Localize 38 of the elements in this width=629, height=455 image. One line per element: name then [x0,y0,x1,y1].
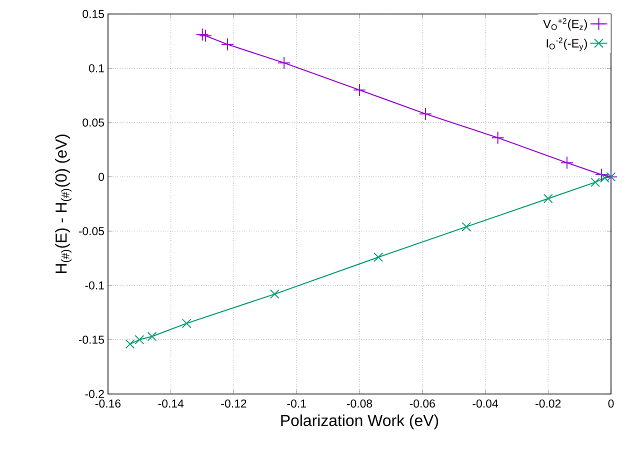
point [462,222,472,232]
y-tick-label: 0.05 [82,118,104,127]
point [270,289,280,299]
y-tick-label: 0.1 [89,64,104,72]
x-tick-label: -0.06 [410,399,435,408]
point [134,334,144,344]
point [196,28,209,42]
point [543,194,553,204]
point [220,38,234,51]
point [182,318,192,328]
y-tick-label: -0.05 [78,227,104,236]
x-tick-label: -0.12 [221,399,246,408]
y-axis-title: H$_{(#)}$(E) - H$_{(#)}$(0) (eV) [55,134,72,274]
y-tick-label: -0.15 [78,336,104,344]
x-axis-title: Polarization Work (eV) [281,414,438,430]
y-tick-label: 0.15 [82,10,104,18]
point [198,29,212,42]
x-tick-label: -0.1 [287,399,306,408]
x-tick-label: -0.04 [472,399,498,408]
point [560,156,574,170]
point [491,131,504,144]
x-tick-label: 0 [608,399,614,408]
x-tick-label: -0.16 [95,399,121,408]
point [147,332,157,342]
x-tick-label: -0.08 [346,399,372,408]
x-tick-label: -0.14 [158,399,184,408]
point [374,252,384,262]
point [590,178,600,187]
legend-label: I$_{O}$$^{-2}$(-E$_{y}$) [546,38,587,51]
y-tick-label: 0 [98,172,104,181]
legend-label: V$_{O}$$^{+2}$(E$_{z}$) [543,18,587,31]
point [353,84,366,96]
point [278,56,291,70]
point [125,339,135,349]
point [419,107,432,120]
x-tick-label: -0.02 [536,399,561,408]
y-tick-label: -0.2 [85,390,104,398]
y-tick-label: -0.1 [85,281,104,290]
